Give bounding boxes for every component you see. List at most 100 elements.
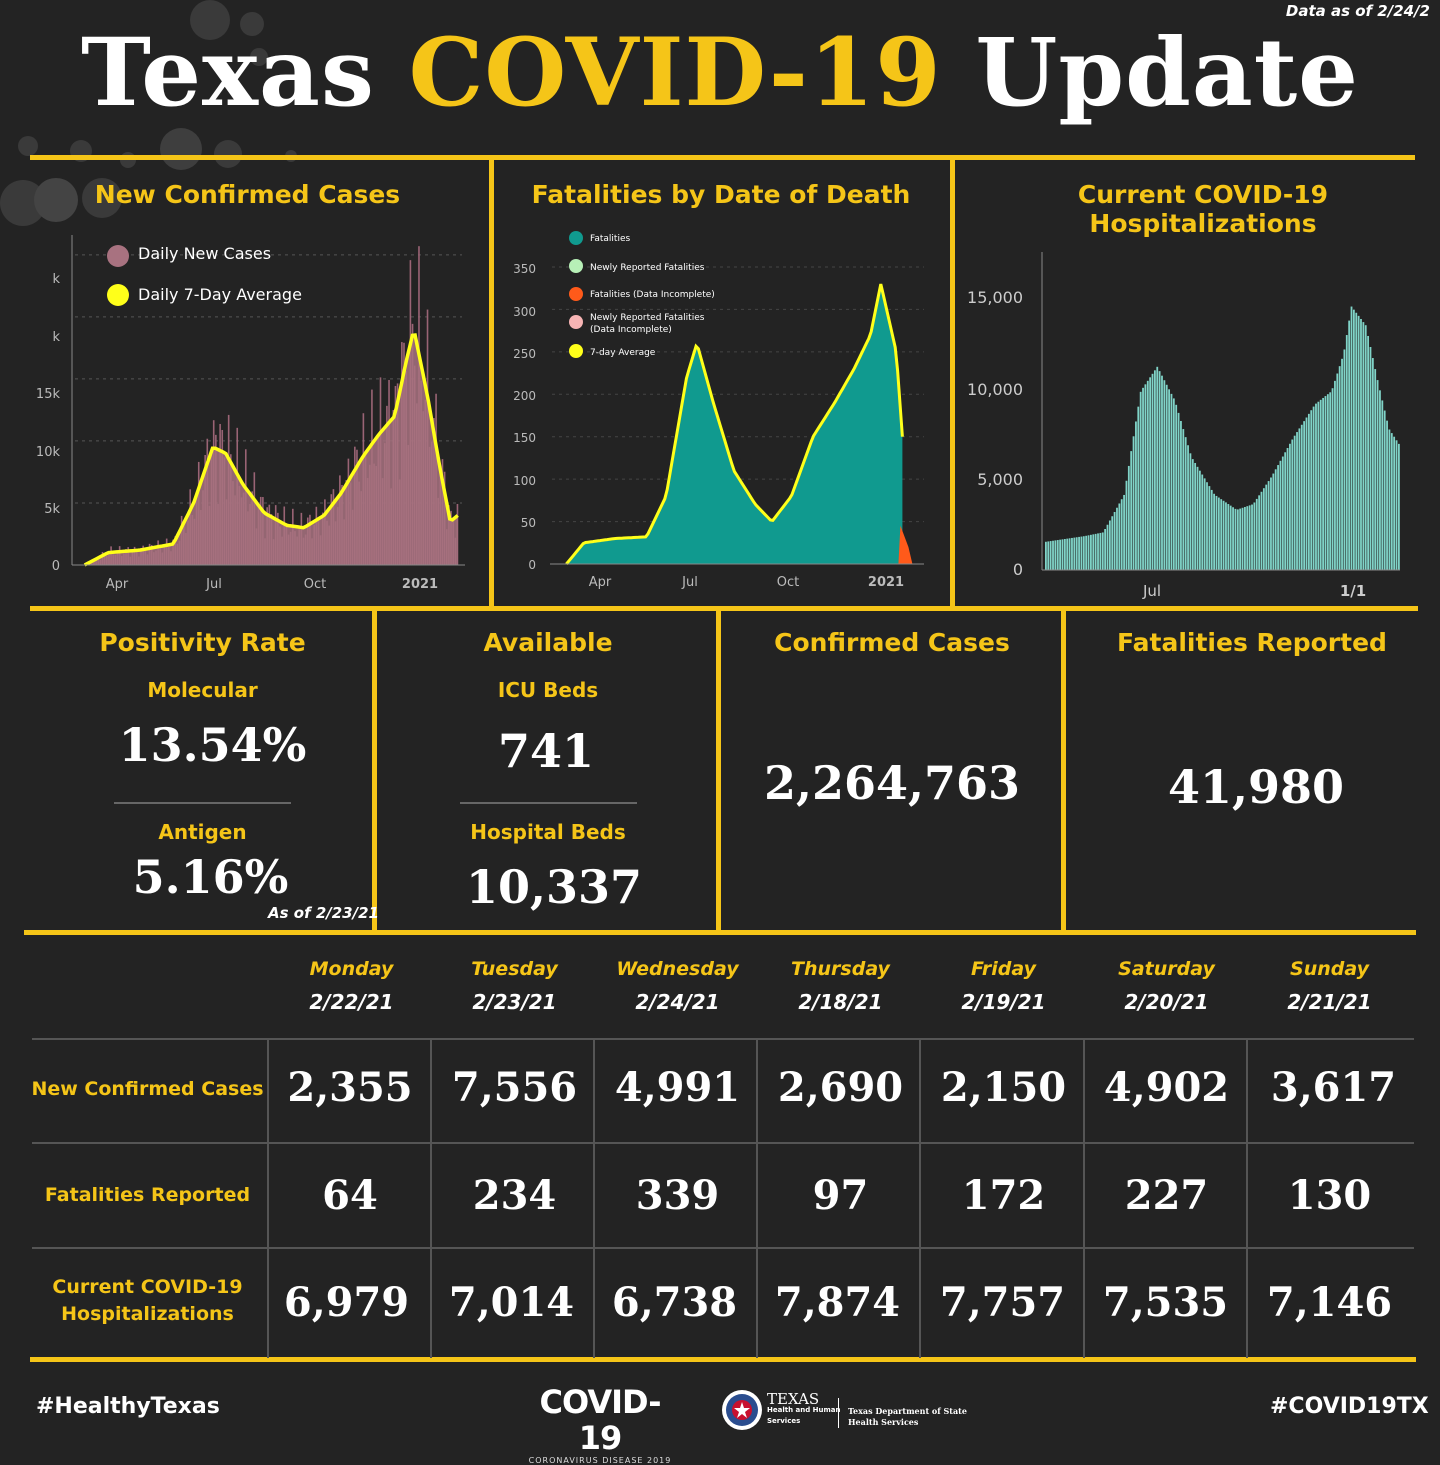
fat-ytick-0: 0: [528, 558, 536, 572]
hospitalization-bar: [1191, 459, 1194, 570]
hospitalization-bar: [1251, 504, 1253, 570]
cases-ytick-10k: 10k: [36, 445, 61, 460]
table-col-line-2: [593, 1040, 595, 1358]
legend-7day: Daily 7-Day Average: [138, 285, 302, 304]
hospitalization-bar: [1092, 534, 1095, 570]
hashtag-covid19tx: #COVID19TX: [1270, 1394, 1429, 1419]
covid-logo: COVID-19 CORONAVIRUS DISEASE 2019: [520, 1384, 680, 1465]
legend-daily-cases-marker: [107, 245, 129, 267]
hospitalization-bar: [1338, 366, 1341, 570]
hospitalization-bar: [1307, 413, 1310, 570]
cases-ytick-25k: k: [52, 272, 60, 287]
legend-fatalities: Fatalities: [590, 234, 630, 244]
date-header: 2/22/21: [309, 990, 394, 1014]
hospitalization-bar: [1210, 489, 1213, 570]
hospitalization-bar: [1281, 456, 1284, 570]
hospitalization-bar: [1277, 465, 1279, 570]
antigen-value: 5.16%: [132, 850, 289, 904]
fatalities-average-line: [565, 283, 904, 565]
table-cell: 2,690: [777, 1064, 904, 1111]
divider-chart-1: [489, 158, 494, 608]
table-cell: 339: [635, 1172, 720, 1219]
hosp-ytick-0: 0: [1013, 560, 1023, 579]
table-cell: 234: [472, 1172, 557, 1219]
hospitalization-bar: [1350, 306, 1353, 570]
hospitalization-bar: [1090, 534, 1092, 570]
cases-ytick-0: 0: [52, 559, 60, 574]
hhs-sub-1: Health and Human: [767, 1406, 841, 1414]
hospitalization-bar: [1075, 537, 1078, 570]
divider-stat-2: [716, 610, 721, 932]
hospitalization-bar: [1061, 539, 1064, 570]
hospitalization-bar: [1369, 347, 1372, 570]
hospitalization-bar: [1227, 504, 1230, 570]
hospitalization-bar: [1348, 320, 1351, 570]
cases-chart: 0 5k 10k 15k k k Apr Jul Oct 2021 Daily …: [36, 235, 465, 592]
covid-logo-main: COVID-19: [539, 1383, 662, 1457]
texas-seal-icon: [722, 1390, 762, 1430]
hospitalization-bar: [1341, 358, 1343, 570]
cases-xtick-2021: 2021: [402, 577, 438, 592]
hospitalization-bar: [1329, 392, 1332, 570]
hospitalization-bar: [1303, 421, 1306, 570]
hospitalization-bar: [1246, 506, 1249, 570]
molecular-label: Molecular: [147, 678, 258, 702]
fat-ytick-150: 150: [513, 431, 536, 445]
hospitalization-bar: [1284, 452, 1287, 570]
hospitalization-bar: [1201, 474, 1204, 570]
table-col-line-1: [430, 1040, 432, 1358]
hospitalization-bar: [1220, 499, 1223, 570]
day-header: Saturday: [1118, 958, 1215, 980]
hospitalization-bar: [1113, 511, 1116, 570]
hospitalization-bar: [1286, 448, 1289, 570]
hospitalization-bar: [1082, 536, 1085, 570]
page-title: Texas COVID-19 Update: [0, 18, 1440, 128]
table-cell: 97: [812, 1172, 869, 1219]
hospitalization-bar: [1229, 505, 1232, 570]
title-texas: Texas: [81, 18, 375, 128]
row-label-new-cases: New Confirmed Cases: [31, 1078, 264, 1100]
hospital-beds-label: Hospital Beds: [470, 820, 626, 844]
hospitalization-bar: [1101, 532, 1104, 570]
hospitalization-bar: [1184, 437, 1187, 570]
hospitalization-bar: [1085, 535, 1088, 570]
table-cell: 4,902: [1103, 1064, 1230, 1111]
hospitalization-bar: [1289, 443, 1291, 570]
dshs-line-2: Health Services: [848, 1417, 919, 1427]
icu-beds-value: 741: [497, 724, 595, 778]
hospitalization-bar: [1374, 369, 1377, 570]
hospitalization-bar: [1056, 540, 1059, 570]
fat-xtick-apr: Apr: [589, 575, 612, 590]
fat-ytick-250: 250: [513, 347, 536, 361]
molecular-value: 13.54%: [118, 718, 307, 772]
confirmed-title: Confirmed Cases: [774, 628, 1010, 657]
hospitalization-bar: [1130, 451, 1133, 570]
hospitalization-bar: [1255, 498, 1258, 570]
hospitalization-bar: [1078, 536, 1080, 570]
hospitalization-bar: [1045, 541, 1047, 570]
hospitalization-bar: [1388, 429, 1391, 570]
hospitalization-bar: [1097, 533, 1099, 570]
hospitalization-bar: [1270, 477, 1272, 570]
hospitalization-bar: [1144, 384, 1147, 570]
hospitalization-bar: [1156, 366, 1159, 570]
hospitalization-bar: [1106, 524, 1109, 570]
table-cell: 3,617: [1270, 1064, 1397, 1111]
positivity-note: As of 2/23/21: [268, 904, 379, 922]
hospitalization-bar: [1073, 537, 1076, 570]
hospitalization-bar: [1274, 469, 1277, 570]
hospitalization-bar: [1315, 403, 1317, 570]
fatalities-chart-title: Fatalities by Date of Death: [531, 180, 911, 209]
hospitalization-bar: [1343, 349, 1346, 570]
table-line-1: [32, 1038, 1414, 1040]
hosp-xtick-jan: 1/1: [1340, 582, 1366, 600]
hospitalization-bar: [1376, 380, 1379, 570]
covid-logo-sub: CORONAVIRUS DISEASE 2019: [528, 1456, 672, 1465]
hospitalization-bar: [1132, 436, 1135, 570]
hospitalization-bar: [1291, 439, 1294, 570]
hospitalization-bar: [1326, 394, 1329, 570]
hospitalization-bar: [1390, 433, 1393, 570]
table-col-line-6: [1246, 1040, 1248, 1358]
hospitalization-bar: [1142, 387, 1144, 570]
hospitalization-bar: [1180, 420, 1182, 570]
